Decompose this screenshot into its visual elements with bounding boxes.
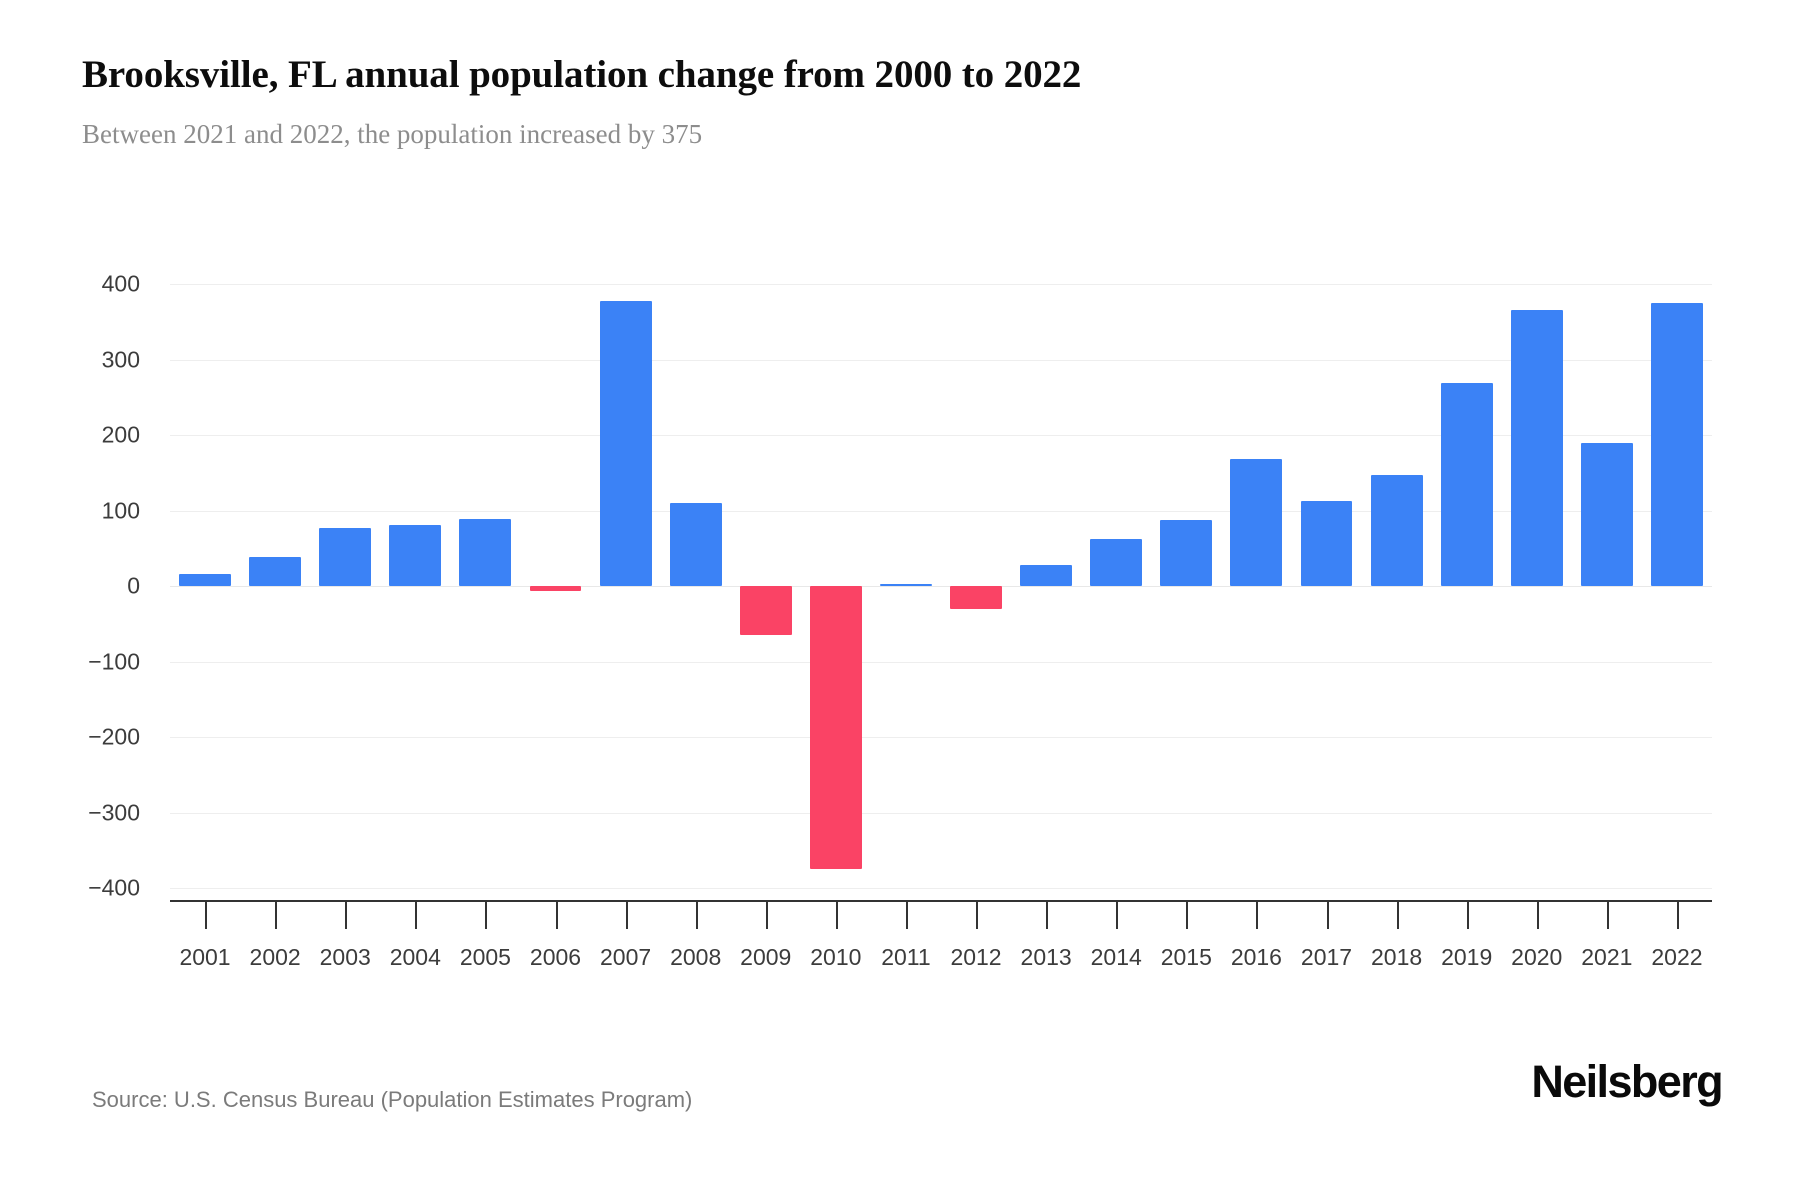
page-title: Brooksville, FL annual population change… bbox=[82, 53, 1082, 96]
x-axis-tick-label: 2016 bbox=[1230, 944, 1282, 970]
gridline bbox=[170, 661, 1712, 663]
bar-2011[interactable] bbox=[880, 583, 932, 586]
x-axis-tick-label: 2006 bbox=[529, 944, 582, 970]
x-axis-tick-label: 2003 bbox=[319, 944, 371, 970]
x-axis-tick-label: 2005 bbox=[459, 944, 511, 970]
bar-2012[interactable] bbox=[950, 586, 1002, 609]
bar-2009[interactable] bbox=[739, 586, 792, 636]
x-axis-tick-label: 2015 bbox=[1160, 944, 1212, 970]
bar-2015[interactable] bbox=[1160, 519, 1213, 586]
bar-2018[interactable] bbox=[1370, 475, 1423, 586]
x-axis-tick-label: 2013 bbox=[1020, 944, 1072, 970]
x-axis-tick bbox=[1116, 901, 1119, 929]
x-axis-tick bbox=[905, 901, 908, 929]
x-axis-tick bbox=[765, 901, 768, 929]
x-axis-tick bbox=[205, 901, 208, 929]
bar-2022[interactable] bbox=[1651, 302, 1703, 586]
x-axis-tick-label: 2004 bbox=[389, 944, 441, 970]
bar-2006[interactable] bbox=[529, 586, 582, 592]
gridline bbox=[170, 435, 1712, 436]
x-axis-tick bbox=[345, 901, 348, 929]
bar-2021[interactable] bbox=[1580, 442, 1633, 586]
bar-2020[interactable] bbox=[1510, 309, 1563, 586]
x-axis-tick bbox=[415, 901, 418, 929]
gridline bbox=[170, 737, 1712, 738]
y-axis-tick-label: −300 bbox=[88, 799, 140, 825]
y-axis-tick-label: 400 bbox=[101, 270, 140, 297]
x-axis-tick bbox=[275, 901, 278, 929]
x-axis-tick-label: 2019 bbox=[1441, 944, 1493, 970]
bar-2014[interactable] bbox=[1090, 539, 1143, 586]
x-axis-tick bbox=[835, 901, 838, 929]
x-axis-tick bbox=[1466, 901, 1469, 929]
chart-header: Brooksville, FL annual population change… bbox=[82, 52, 1722, 150]
source-note: Source: U.S. Census Bureau (Population E… bbox=[92, 1087, 693, 1112]
x-axis-tick-label: 2021 bbox=[1581, 944, 1633, 970]
x-axis-tick bbox=[1326, 901, 1329, 929]
gridline bbox=[170, 510, 1712, 512]
x-axis-tick-label: 2011 bbox=[881, 944, 931, 970]
gridline bbox=[170, 586, 1712, 587]
bar-2004[interactable] bbox=[389, 524, 442, 586]
bar-2001[interactable] bbox=[179, 573, 231, 586]
bar-2010[interactable] bbox=[809, 586, 862, 870]
y-axis-tick-label: −400 bbox=[88, 874, 140, 901]
x-axis-tick-label: 2018 bbox=[1370, 944, 1423, 970]
bar-2019[interactable] bbox=[1440, 382, 1493, 586]
x-axis-tick bbox=[555, 901, 558, 929]
x-axis-tick bbox=[485, 901, 488, 929]
gridline bbox=[170, 284, 1712, 285]
bar-2013[interactable] bbox=[1020, 564, 1073, 586]
y-axis-tick-label: 0 bbox=[127, 572, 140, 599]
x-axis-tick-label: 2007 bbox=[599, 944, 652, 970]
bar-2003[interactable] bbox=[319, 527, 372, 586]
x-axis-tick bbox=[1046, 901, 1049, 929]
x-axis-tick bbox=[1536, 901, 1539, 929]
x-axis-tick-label: 2014 bbox=[1090, 944, 1142, 970]
y-axis-tick-label: 100 bbox=[101, 497, 140, 523]
x-axis-tick-label: 2010 bbox=[810, 944, 862, 970]
x-axis-tick bbox=[1396, 901, 1399, 929]
y-axis-tick-label: 200 bbox=[101, 421, 140, 448]
x-axis-tick bbox=[1676, 901, 1679, 929]
x-axis-tick-label: 2002 bbox=[249, 944, 301, 970]
x-axis-tick bbox=[1606, 901, 1609, 929]
bar-2016[interactable] bbox=[1230, 459, 1283, 586]
x-axis-tick-label: 2017 bbox=[1300, 944, 1353, 970]
x-axis-tick-label: 2001 bbox=[179, 944, 231, 970]
x-axis-tick bbox=[976, 901, 979, 929]
chart-subtitle: Between 2021 and 2022, the population in… bbox=[82, 119, 703, 150]
bar-2002[interactable] bbox=[249, 557, 302, 586]
x-axis-tick bbox=[1186, 901, 1189, 929]
x-axis-tick-label: 2022 bbox=[1651, 944, 1703, 970]
x-axis-tick bbox=[695, 901, 698, 929]
x-axis-tick-label: 2020 bbox=[1511, 944, 1563, 970]
x-axis-line bbox=[170, 900, 1712, 902]
x-axis-tick-label: 2009 bbox=[740, 944, 792, 970]
bar-2007[interactable] bbox=[599, 301, 652, 586]
brand-logo: Neilsberg bbox=[1531, 1056, 1723, 1107]
x-axis-tick bbox=[1256, 901, 1259, 929]
gridline bbox=[170, 812, 1712, 814]
y-axis-tick-label: 300 bbox=[101, 346, 140, 372]
x-axis-tick bbox=[625, 901, 628, 929]
bar-2008[interactable] bbox=[669, 502, 722, 586]
gridline bbox=[170, 359, 1712, 361]
x-axis-tick-label: 2008 bbox=[670, 944, 722, 970]
bar-2005[interactable] bbox=[459, 518, 512, 586]
x-axis-tick-label: 2012 bbox=[950, 944, 1002, 970]
y-axis-tick-label: −100 bbox=[88, 648, 140, 674]
gridline bbox=[170, 888, 1712, 889]
y-axis-tick-label: −200 bbox=[88, 723, 140, 750]
bar-2017[interactable] bbox=[1300, 501, 1353, 586]
